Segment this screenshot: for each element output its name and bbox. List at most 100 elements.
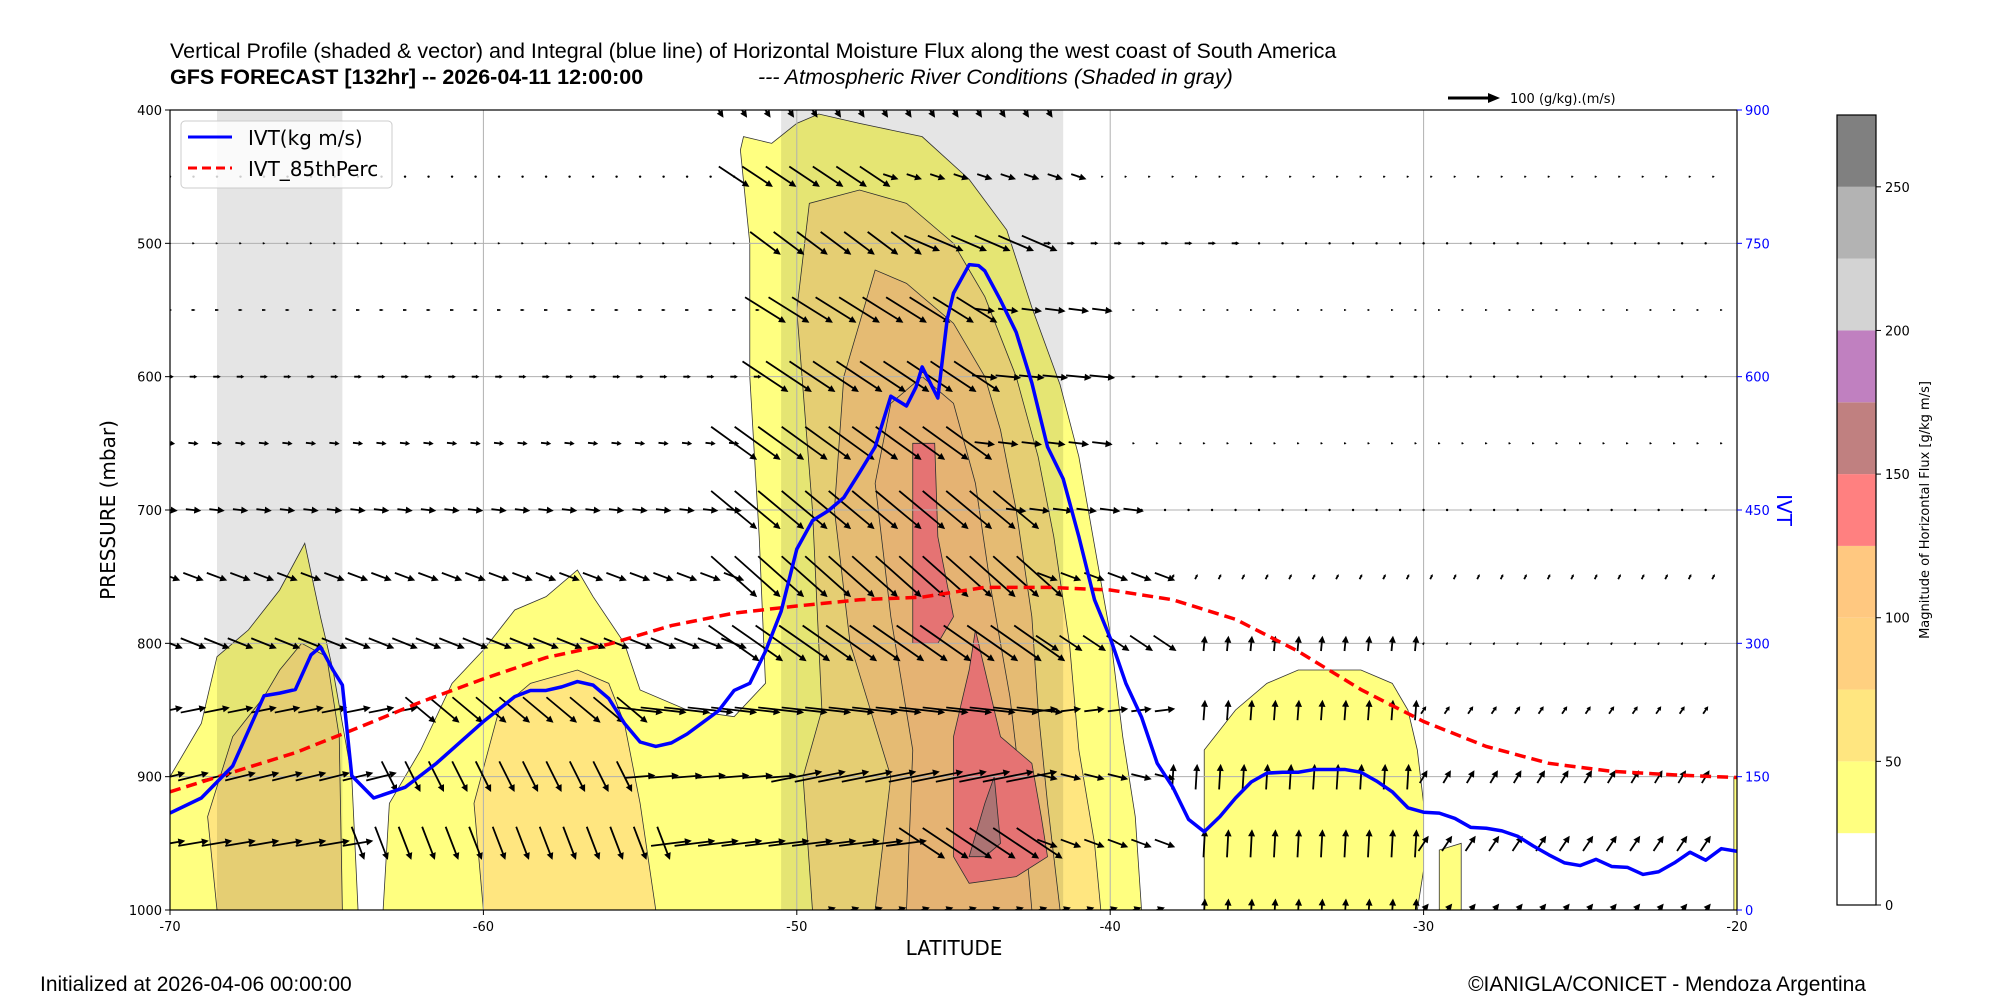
flux-vector [1412,829,1420,858]
flux-vector [765,360,812,392]
flux-vector [664,706,711,716]
colorbar-segment-75 [1837,617,1876,690]
flux-vector [1076,506,1097,514]
flux-vector [922,555,969,598]
flux-vector [497,309,502,311]
flux-vector [521,175,524,178]
flux-vector [1052,506,1074,514]
flux-vector [1281,508,1284,512]
flux-vector [732,309,737,311]
flux-vector [875,555,922,598]
flux-vector [603,637,630,650]
flux-vector [189,374,198,379]
flux-vector [450,309,455,311]
flux-vector [1202,309,1206,311]
flux-vector [753,374,762,379]
flux-vector [685,309,690,311]
flux-vector [1389,898,1397,910]
flux-vector [1711,574,1715,580]
flux-vector [1562,903,1570,910]
flux-vector [585,506,601,514]
flux-vector [474,761,492,792]
flux-vector [1154,906,1165,910]
flux-vector [1344,309,1347,311]
flux-vector [1490,706,1497,715]
flux-vector [1412,898,1420,910]
flux-vector [1067,241,1075,246]
flux-vector [1602,442,1606,445]
flux-vector [942,906,954,910]
flux-vector [1657,375,1660,378]
flux-vector [734,426,781,460]
flux-vector [702,506,719,514]
flux-vector [929,173,946,181]
flux-vector [794,769,846,783]
y-axis-label-left: PRESSURE (mbar) [96,420,120,600]
flux-vector [1090,241,1099,246]
flux-vector [250,637,277,650]
flux-vector [1163,508,1167,512]
flux-vector [1084,838,1105,848]
flux-vector [1421,903,1429,910]
flux-vector [1059,634,1083,651]
flux-vector [225,838,256,847]
flux-vector [1626,309,1629,311]
y-tick-label-right: 450 [1745,504,1770,519]
flux-vector [1077,175,1081,178]
flux-vector [1586,375,1590,378]
flux-vector [765,165,797,187]
flux-vector [1179,309,1182,311]
flux-vector [1664,574,1668,580]
y-tick-label-right: 750 [1745,237,1770,252]
flux-vector [1131,773,1152,781]
flux-vector [1365,699,1373,721]
flux-vector [650,637,677,650]
flux-vector [1704,508,1707,512]
colorbar-segment-175 [1837,330,1876,403]
flux-vector [1006,769,1058,783]
colorbar-segment-100 [1837,545,1876,618]
flux-vector [1464,835,1476,852]
flux-vector [1351,508,1355,512]
ivt-line [170,262,1737,877]
flux-vector [765,772,797,780]
flux-vector [1248,699,1255,721]
flux-vector [1563,375,1566,378]
x-tick-label: -60 [473,920,494,935]
flux-vector [951,110,959,118]
reference-arrow-head [1488,93,1500,103]
flux-vector [1132,442,1135,445]
flux-vector [562,826,577,860]
flux-vector [1699,835,1711,852]
flux-vector [1720,442,1723,445]
flux-vector [1210,508,1214,512]
flux-vector [1312,175,1316,178]
flux-vector [321,705,348,714]
flux-vector [1656,903,1664,910]
flux-vector [204,705,230,714]
flux-vector [274,637,301,650]
flux-vector [1155,375,1160,378]
flux-vector [695,772,726,780]
flux-vector [927,234,964,252]
flux-vector [1570,574,1574,580]
flux-vector [376,440,387,446]
flux-vector [1608,706,1615,715]
flux-vector [230,572,251,582]
flux-vector [1466,770,1475,784]
flux-vector [1257,242,1261,245]
flux-vector [653,572,674,582]
y-tick-label-right: 300 [1745,637,1770,652]
flux-vector [1375,242,1378,245]
flux-vector [1042,373,1069,381]
flux-vector [1515,903,1523,910]
flux-vector [1184,241,1193,246]
flux-vector [1461,442,1464,445]
flux-vector [1680,903,1688,910]
flux-vector [1404,763,1412,790]
flux-vector [354,374,362,379]
flux-vector [1492,375,1496,378]
flux-vector [1673,309,1676,311]
flux-vector [1626,442,1629,445]
flux-vector [1288,574,1292,580]
